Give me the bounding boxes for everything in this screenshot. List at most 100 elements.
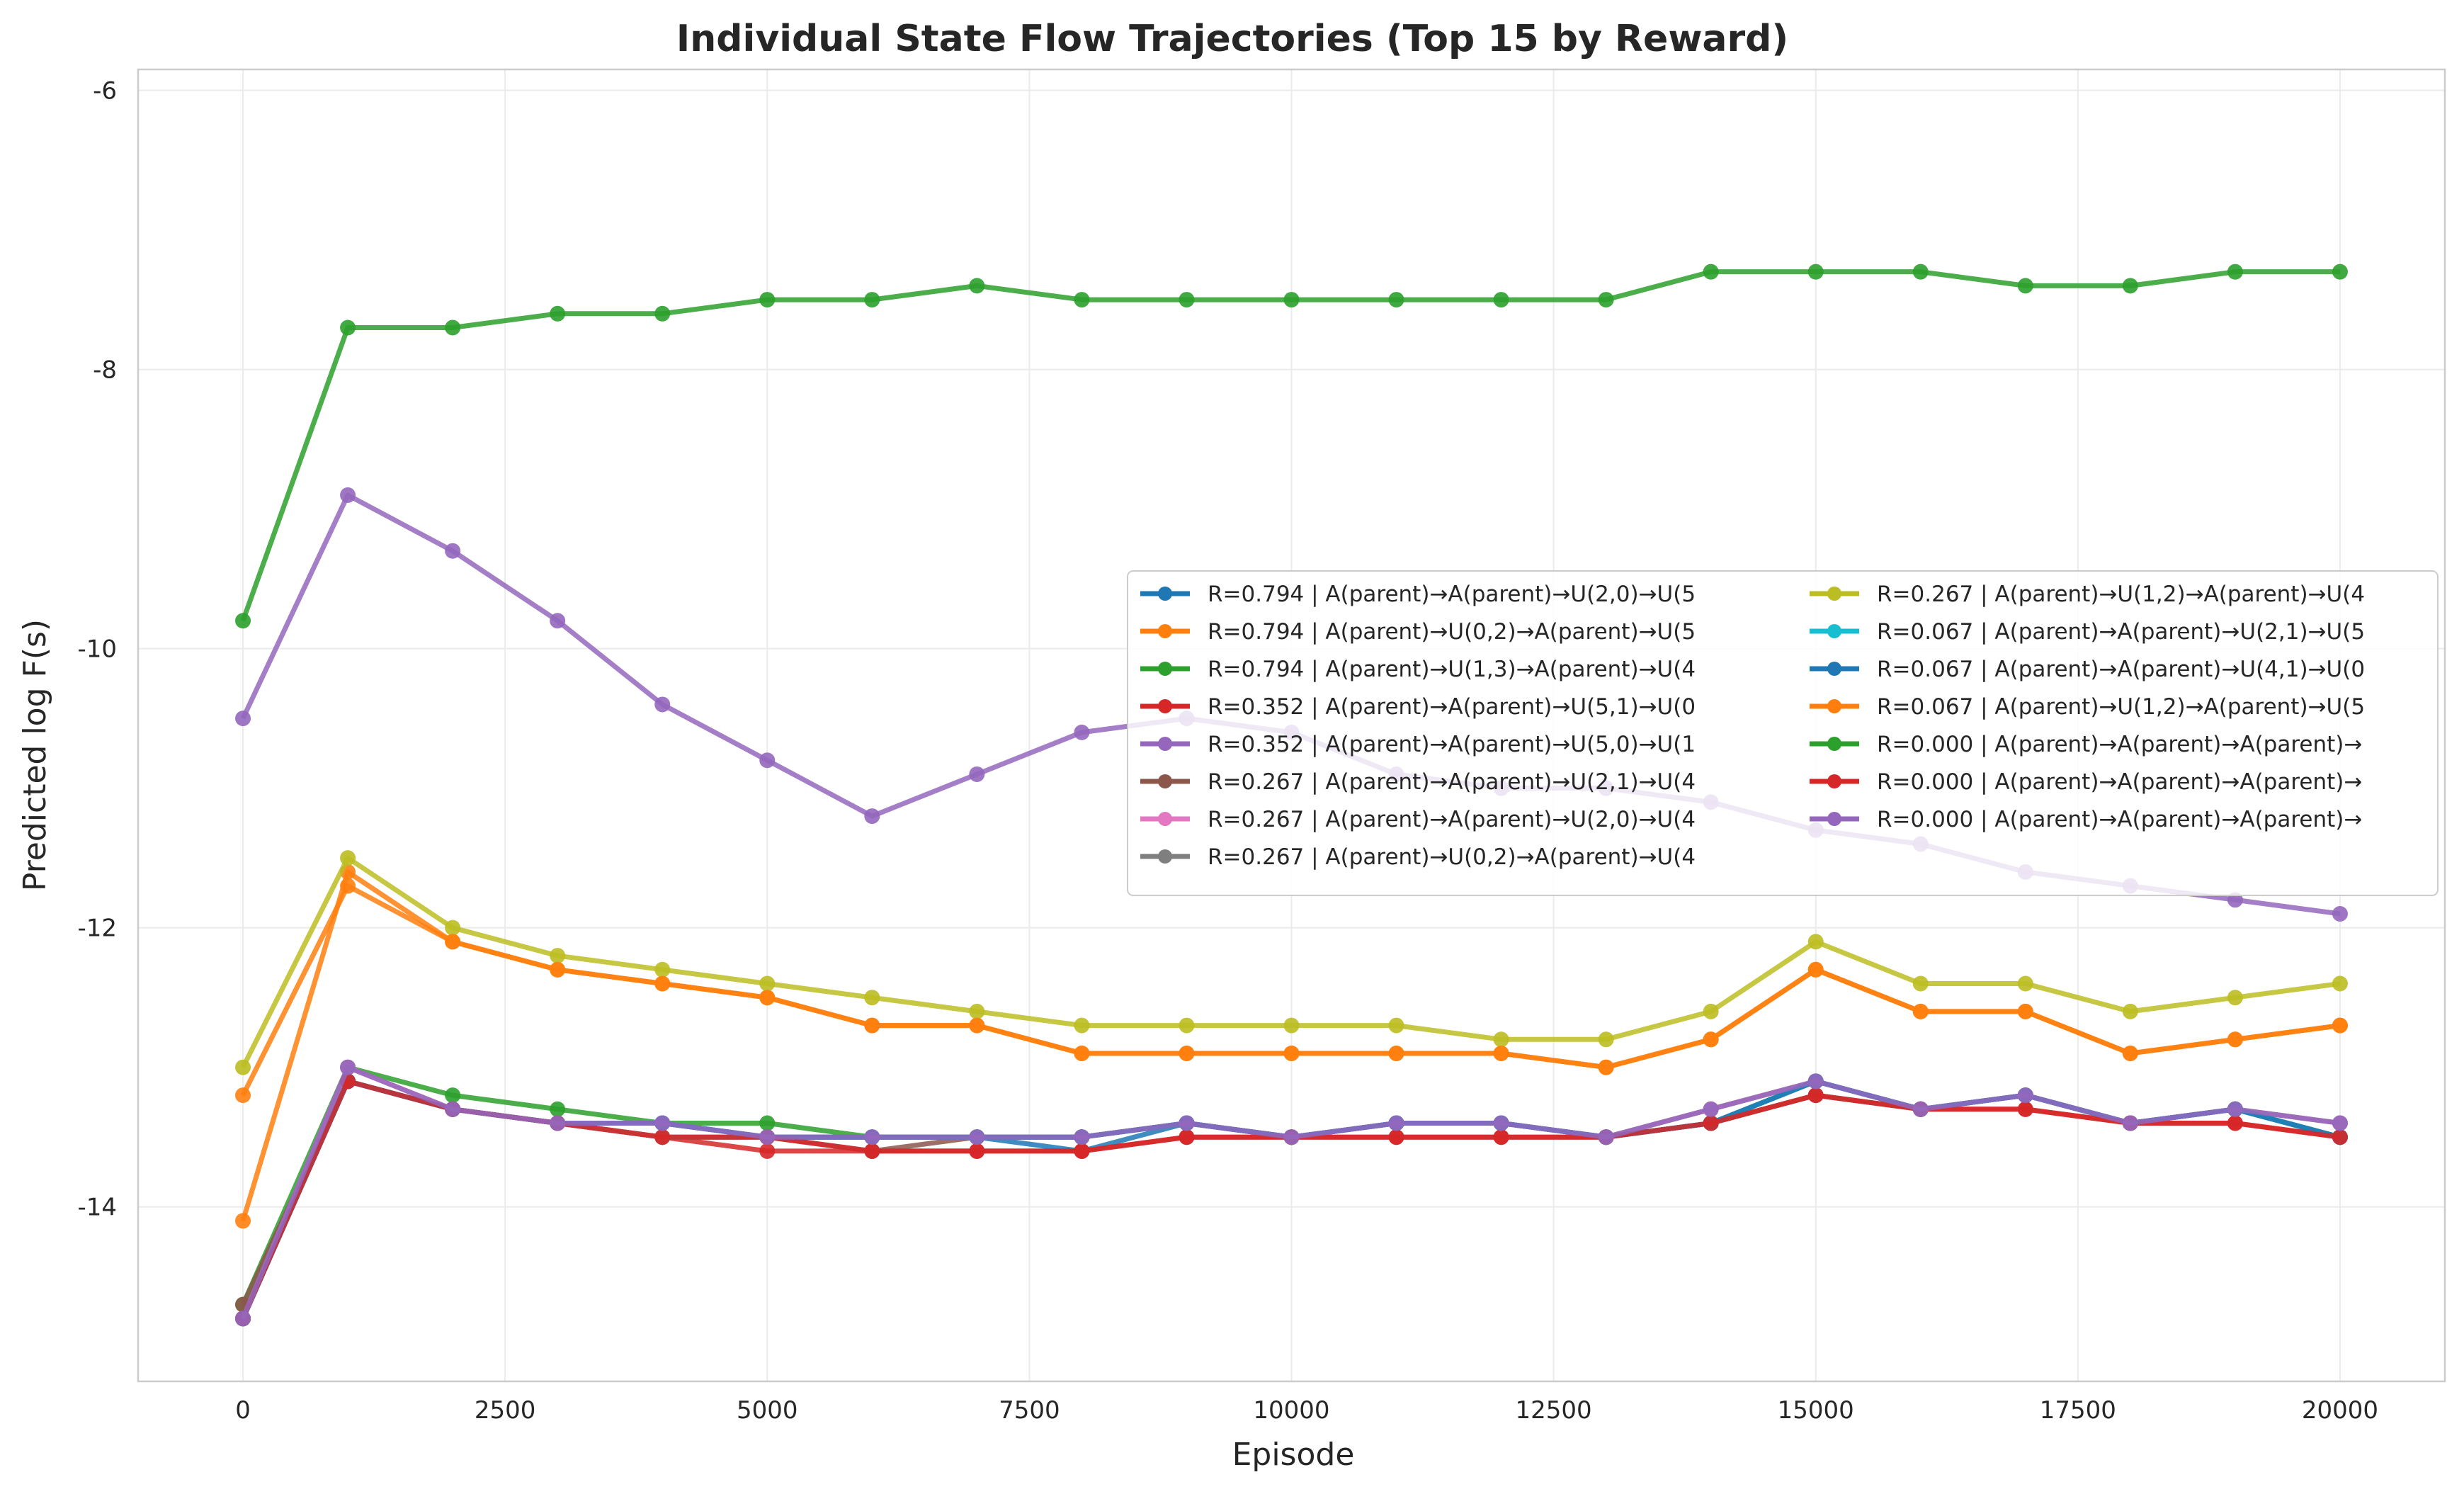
x-tick-label: 5000 (737, 1396, 798, 1425)
x-tick-label: 12500 (1516, 1396, 1592, 1425)
data-point (1912, 264, 1929, 280)
data-point (1179, 1115, 1195, 1131)
y-tick-label: -12 (77, 915, 117, 943)
legend-label: R=0.794 | A(parent)→U(0,2)→A(parent)→U(5 (1208, 619, 1696, 645)
data-point (864, 1143, 880, 1159)
data-point (1283, 1129, 1300, 1145)
data-point (1283, 1046, 1300, 1061)
data-point (340, 878, 356, 894)
legend-label: R=0.267 | A(parent)→U(1,2)→A(parent)→U(4 (1877, 582, 2365, 607)
data-point (2017, 1003, 2033, 1019)
data-point (445, 543, 461, 559)
data-point (1912, 975, 1929, 992)
legend-item: R=0.794 | A(parent)→U(0,2)→A(parent)→U(5 (1140, 619, 1696, 645)
legend-label: R=0.067 | A(parent)→U(1,2)→A(parent)→U(5 (1877, 694, 2365, 720)
legend-swatch-marker (1827, 624, 1841, 638)
data-point (235, 1213, 251, 1229)
data-point (2332, 1129, 2348, 1145)
data-point (654, 696, 671, 713)
x-tick-label: 20000 (2302, 1396, 2378, 1425)
data-point (864, 808, 880, 825)
data-point (759, 990, 776, 1006)
data-point (654, 1129, 671, 1145)
legend-label: R=0.267 | A(parent)→A(parent)→U(2,0)→U(4 (1208, 807, 1696, 832)
legend: R=0.794 | A(parent)→A(parent)→U(2,0)→U(5… (1127, 570, 2439, 896)
data-point (969, 766, 985, 782)
legend-swatch-marker (1827, 774, 1841, 788)
data-point (1598, 1031, 1614, 1048)
data-point (235, 1059, 251, 1075)
data-point (550, 948, 566, 964)
data-point (2017, 278, 2033, 294)
data-point (1703, 1115, 1719, 1131)
data-point (2017, 1087, 2033, 1104)
legend-label: R=0.000 | A(parent)→A(parent)→A(parent)→ (1877, 807, 2362, 832)
data-point (969, 1129, 985, 1145)
data-point (969, 1143, 985, 1159)
legend-item: R=0.267 | A(parent)→U(0,2)→A(parent)→U(4 (1140, 844, 1696, 870)
y-tick-label: -8 (93, 356, 117, 385)
data-point (1074, 1143, 1090, 1159)
data-point (1179, 1017, 1195, 1034)
data-point (235, 711, 251, 727)
x-tick-label: 17500 (2040, 1396, 2116, 1425)
data-point (340, 1059, 356, 1075)
legend-label: R=0.000 | A(parent)→A(parent)→A(parent)→ (1877, 769, 2362, 795)
legend-swatch-marker (1158, 737, 1172, 751)
plot-frame (137, 68, 2446, 1383)
x-tick-label: 2500 (475, 1396, 536, 1425)
data-point (1807, 1087, 1824, 1104)
legend-swatch-marker (1827, 662, 1841, 676)
data-point (654, 1115, 671, 1131)
data-point (1388, 1017, 1404, 1034)
legend-item: R=0.267 | A(parent)→A(parent)→U(2,0)→U(4 (1140, 807, 1696, 832)
data-point (2227, 1115, 2243, 1131)
data-point (340, 319, 356, 336)
data-point (2122, 1115, 2138, 1131)
data-point (2332, 905, 2348, 922)
data-point (1807, 934, 1824, 950)
legend-item: R=0.067 | A(parent)→A(parent)→U(2,1)→U(5 (1810, 619, 2365, 645)
data-point (1703, 264, 1719, 280)
legend-item: R=0.267 | A(parent)→A(parent)→U(2,1)→U(4 (1140, 769, 1696, 795)
data-point (759, 1129, 776, 1145)
data-point (1598, 292, 1614, 308)
data-point (759, 1143, 776, 1159)
data-point (1388, 1115, 1404, 1131)
legend-item: R=0.794 | A(parent)→A(parent)→U(2,0)→U(5 (1140, 582, 1696, 607)
legend-swatch-marker (1158, 699, 1172, 713)
data-point (550, 961, 566, 978)
data-point (2227, 990, 2243, 1006)
data-point (445, 934, 461, 950)
data-point (1074, 292, 1090, 308)
data-point (1493, 1046, 1509, 1061)
data-point (864, 292, 880, 308)
legend-item: R=0.067 | A(parent)→U(1,2)→A(parent)→U(5 (1810, 694, 2365, 720)
data-point (1283, 292, 1300, 308)
data-point (654, 975, 671, 992)
legend-label: R=0.067 | A(parent)→A(parent)→U(4,1)→U(0 (1877, 657, 2365, 682)
data-point (2332, 1017, 2348, 1034)
legend-label: R=0.067 | A(parent)→A(parent)→U(2,1)→U(5 (1877, 619, 2365, 645)
data-point (340, 487, 356, 503)
data-point (445, 319, 461, 336)
data-point (2227, 264, 2243, 280)
data-point (1179, 1129, 1195, 1145)
data-point (2122, 1046, 2138, 1061)
data-point (1179, 292, 1195, 308)
data-point (654, 305, 671, 322)
data-point (2122, 278, 2138, 294)
data-point (550, 1101, 566, 1117)
data-point (1807, 961, 1824, 978)
data-point (2122, 1003, 2138, 1019)
data-point (550, 305, 566, 322)
legend-item: R=0.067 | A(parent)→A(parent)→U(4,1)→U(0 (1810, 657, 2365, 682)
x-tick-label: 7500 (999, 1396, 1060, 1425)
data-point (759, 752, 776, 769)
legend-item: R=0.000 | A(parent)→A(parent)→A(parent)→ (1810, 769, 2362, 795)
data-point (1493, 1031, 1509, 1048)
y-tick-label: -6 (93, 77, 117, 106)
legend-swatch-marker (1827, 699, 1841, 713)
legend-swatch-marker (1827, 587, 1841, 601)
